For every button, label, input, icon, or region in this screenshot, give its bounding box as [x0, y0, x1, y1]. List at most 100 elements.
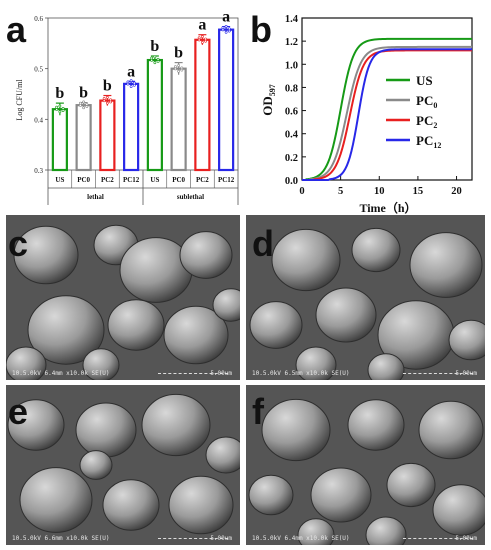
bar-category-label: PC2 [196, 176, 209, 184]
starch-granule [297, 518, 335, 545]
legend-label-PC12: PC12 [416, 133, 441, 150]
data-point [204, 37, 207, 41]
line-chart-legend: US PC0 PC2 PC12 [386, 73, 441, 150]
data-point [105, 95, 109, 99]
line-chart-xtick-label: 5 [338, 186, 343, 197]
group-label-sublethal: sublethal [177, 193, 204, 201]
line-chart-ytick-label: 1.0 [285, 60, 298, 71]
significance-letter: a [222, 9, 230, 26]
data-point [102, 97, 106, 100]
line-chart-ylabel-main: OD [260, 96, 275, 116]
data-point [61, 107, 65, 110]
data-point [174, 65, 177, 69]
data-point [58, 110, 62, 114]
panel-letter-b: b [250, 9, 272, 50]
starch-granule [310, 467, 372, 523]
starch-granule [386, 462, 436, 508]
bar-chart-labels: b US b PC0 b PC2 a PC12 lethal b US b PC0 a PC2 a PC12 su… [55, 9, 234, 201]
sem-info-d: 10.5.0kV 6.5mm x10.0k SE(U) [252, 370, 350, 377]
bar-chart-ytick-label: 0.3 [34, 167, 43, 175]
significance-letter: b [174, 45, 183, 62]
starch-granule [418, 400, 484, 460]
sem-info-c: 10.5.0kV 6.4mm x10.0k SE(U) [12, 370, 110, 377]
starch-granule [205, 436, 240, 474]
bar-chart-ytick-label: 0.6 [34, 15, 43, 23]
data-point [156, 57, 160, 61]
starch-granule [75, 402, 137, 458]
data-point [221, 28, 225, 32]
starch-granule [248, 474, 294, 516]
bar-lethal-PC12 [123, 82, 140, 172]
sem-scale-c: 5.00um [210, 370, 232, 377]
starch-granule [27, 295, 105, 365]
starch-granule [315, 287, 377, 343]
series-line-PC12 [302, 48, 472, 181]
data-point [197, 36, 201, 40]
bar-category-label: PC12 [123, 176, 140, 184]
significance-letter: a [198, 17, 206, 34]
starch-granule [19, 467, 93, 533]
starch-granule [367, 353, 405, 380]
bar-chart-ylabel: Log CFU/ml [15, 79, 24, 121]
data-point [180, 68, 184, 72]
significance-letter: a [127, 63, 135, 80]
bar-category-label: PC0 [172, 176, 185, 184]
data-point [227, 27, 231, 31]
bar-lethal-US [51, 108, 68, 172]
data-point [55, 105, 59, 109]
starch-granule [107, 299, 165, 351]
line-chart-ytick-label: 0.2 [285, 153, 298, 164]
bar-category-label: PC0 [77, 176, 90, 184]
bar-sublethal-PC2 [194, 38, 211, 172]
scale-bar-f [403, 538, 473, 539]
starch-granule [271, 228, 341, 292]
series-line-US [302, 37, 472, 181]
bar-sublethal-PC12 [218, 28, 235, 172]
data-point [58, 104, 62, 108]
line-chart-axes: 0.0 0.2 0.4 0.6 0.8 1.0 1.2 1.4 0 5 10 15 20 [285, 14, 473, 197]
data-point [200, 35, 204, 38]
bar-chart-ytick-label: 0.5 [34, 66, 43, 74]
significance-letter: b [55, 85, 64, 102]
series-line-PC2 [302, 49, 472, 181]
starch-granule [351, 227, 401, 273]
bar-category-label: US [55, 176, 64, 184]
sem-scale-d: 5.00um [455, 370, 477, 377]
starch-granule [365, 516, 407, 545]
bar-sublethal-US [146, 58, 163, 172]
bar-category-label: US [150, 176, 159, 184]
line-chart-xtick-label: 0 [299, 186, 304, 197]
bar-category-label: PC12 [218, 176, 235, 184]
data-point [221, 26, 225, 30]
starch-granule [347, 399, 405, 451]
sem-image-e: 10.5.0kV 6.6mm x10.0k SE(U) 5.00um [6, 385, 240, 545]
line-chart-series [302, 37, 472, 181]
bar-chart-cfu: Log CFU/ml 0.3 0.4 0.5 0.6 b US b PC0 b PC2 a PC12… [15, 9, 239, 205]
line-chart-ytick-label: 0.0 [285, 176, 298, 187]
legend-label-US: US [416, 73, 433, 88]
bar-chart-axes: 0.3 0.4 0.5 0.6 [34, 15, 239, 205]
bar-sublethal-PC0 [170, 67, 187, 172]
data-point [82, 106, 86, 110]
data-point [129, 85, 133, 88]
data-point [79, 103, 82, 107]
data-point [85, 102, 89, 106]
data-point [132, 83, 136, 87]
line-chart-ytick-label: 0.4 [285, 130, 299, 141]
data-point [102, 99, 106, 103]
starch-granule [82, 348, 120, 380]
data-point [126, 82, 130, 86]
data-point [153, 61, 157, 65]
data-point [132, 81, 136, 85]
line-chart-ylabel-sub: 597 [268, 84, 277, 96]
data-point [85, 105, 89, 108]
bar-chart-ytick-label: 0.4 [34, 116, 43, 124]
legend-label-PC0: PC0 [416, 93, 437, 110]
starch-granule [249, 301, 303, 349]
line-chart-ytick-label: 0.8 [285, 83, 298, 94]
data-point [55, 108, 59, 111]
line-chart-xtick-label: 20 [451, 186, 462, 197]
line-chart-xlabel: Time（h） [359, 200, 416, 215]
sem-scale-e: 5.00um [210, 535, 232, 542]
line-chart-ytick-label: 1.2 [285, 37, 298, 48]
